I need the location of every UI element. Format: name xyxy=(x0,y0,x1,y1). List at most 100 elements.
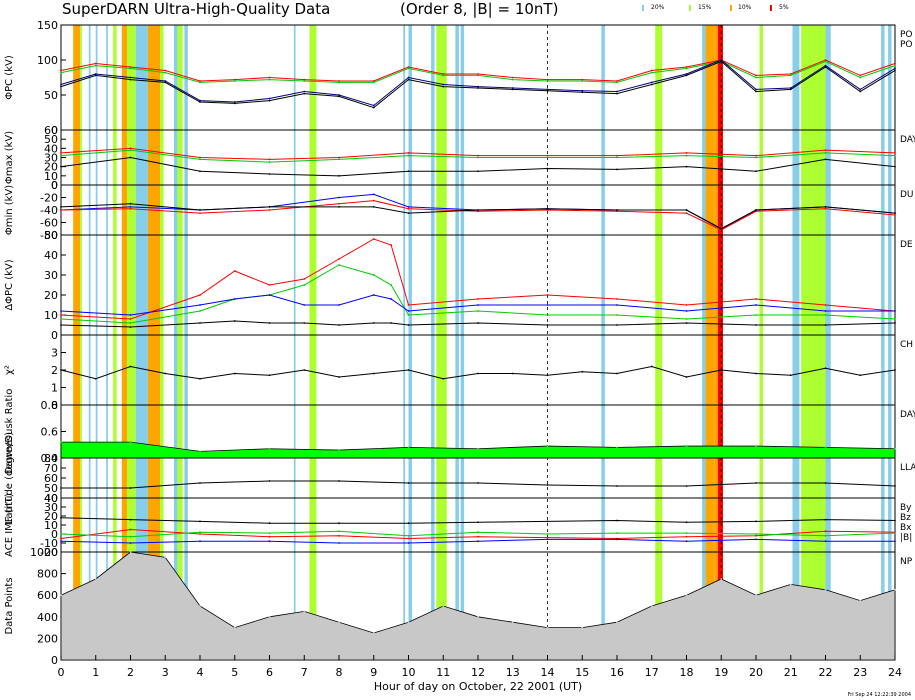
data-point xyxy=(824,60,827,63)
data-point xyxy=(824,310,827,312)
data-point xyxy=(372,632,375,634)
data-point xyxy=(616,314,618,316)
data-point xyxy=(477,154,479,157)
data-point xyxy=(894,540,896,543)
data-point xyxy=(129,326,132,328)
data-point xyxy=(581,80,584,82)
data-point xyxy=(60,540,62,543)
data-point xyxy=(390,298,393,300)
data-point xyxy=(442,73,445,75)
data-point xyxy=(199,209,201,211)
data-point xyxy=(616,324,618,326)
y-tick-label: 100 xyxy=(37,54,58,67)
highlight-band xyxy=(431,25,435,660)
timestamp: Fri Sep 24 12:22:39 2004 xyxy=(847,692,911,698)
data-point xyxy=(755,156,757,159)
data-point xyxy=(477,531,479,534)
data-point xyxy=(60,441,62,443)
highlight-band xyxy=(127,25,136,660)
data-point xyxy=(755,304,757,306)
data-point xyxy=(616,80,618,82)
data-point xyxy=(477,170,479,173)
y-tick-label: 10 xyxy=(44,170,58,183)
panel-legend-label: DAY xyxy=(900,135,915,145)
data-point xyxy=(199,81,201,84)
data-point xyxy=(685,67,688,70)
data-point xyxy=(60,154,62,157)
data-point xyxy=(755,154,757,157)
data-point xyxy=(685,322,688,324)
y-tick-label: 600 xyxy=(37,589,58,602)
legend-label-15: 15% xyxy=(698,4,712,11)
data-point xyxy=(685,521,688,524)
x-tick-label: 8 xyxy=(336,666,343,679)
data-point xyxy=(407,67,410,70)
x-tick-label: 21 xyxy=(784,666,798,679)
data-point xyxy=(616,81,618,84)
data-point xyxy=(338,95,340,98)
data-point xyxy=(407,154,410,157)
data-point xyxy=(894,165,896,168)
highlight-band xyxy=(113,25,117,660)
data-point xyxy=(303,90,306,93)
data-point xyxy=(60,209,62,211)
y-tick-label: -10 xyxy=(40,537,58,550)
data-point xyxy=(60,594,62,597)
highlight-band xyxy=(408,25,412,660)
data-point xyxy=(894,67,896,70)
x-tick-label: 23 xyxy=(853,666,867,679)
panel-legend-label: CH xyxy=(900,340,913,350)
data-point xyxy=(338,205,340,208)
data-point xyxy=(616,210,618,213)
data-point xyxy=(338,542,340,544)
data-point xyxy=(407,314,410,316)
highlight-band xyxy=(309,25,317,660)
highlight-band xyxy=(135,25,148,660)
y-tick-label: 60 xyxy=(44,124,58,137)
y-tick-label: 50 xyxy=(44,133,58,146)
data-point xyxy=(60,314,62,316)
data-point xyxy=(546,207,549,210)
data-point xyxy=(616,90,618,93)
y-axis-label: ΦPC (kV) xyxy=(4,55,15,100)
data-point xyxy=(407,66,410,68)
data-point xyxy=(477,156,479,159)
data-point xyxy=(407,324,410,326)
highlight-band xyxy=(184,25,188,660)
data-point xyxy=(164,71,167,74)
data-point xyxy=(616,209,618,211)
data-point xyxy=(199,170,201,173)
data-point xyxy=(511,78,514,81)
data-point xyxy=(268,284,271,286)
data-point xyxy=(720,578,723,580)
data-point xyxy=(60,205,62,208)
y-tick-label: 20 xyxy=(44,161,58,174)
data-point xyxy=(268,447,271,450)
data-point xyxy=(407,170,410,173)
data-point xyxy=(338,196,340,199)
data-point xyxy=(199,322,201,324)
data-point xyxy=(129,156,132,159)
data-point xyxy=(894,152,896,154)
data-point xyxy=(824,367,827,370)
y-axis-label: Latitude (degrees) xyxy=(4,432,15,524)
data-point xyxy=(199,294,201,296)
y-tick-label: 0 xyxy=(51,329,58,342)
x-tick-label: 7 xyxy=(301,666,308,679)
highlight-band xyxy=(177,25,183,660)
data-point xyxy=(94,578,97,580)
y-tick-label: 70 xyxy=(44,462,58,475)
data-point xyxy=(372,372,375,375)
data-point xyxy=(268,532,271,534)
y-axis-label: Dawn/Dusk Ratio xyxy=(4,389,15,475)
data-point xyxy=(685,66,688,68)
data-point xyxy=(616,538,618,541)
y-axis-label: Φmin (kV) xyxy=(4,185,15,235)
highlight-band xyxy=(121,25,128,660)
highlight-band xyxy=(806,25,826,660)
y-tick-label: 400 xyxy=(37,611,58,624)
data-point xyxy=(60,165,62,168)
data-point xyxy=(372,205,375,208)
data-point xyxy=(755,298,757,300)
data-point xyxy=(755,538,757,541)
